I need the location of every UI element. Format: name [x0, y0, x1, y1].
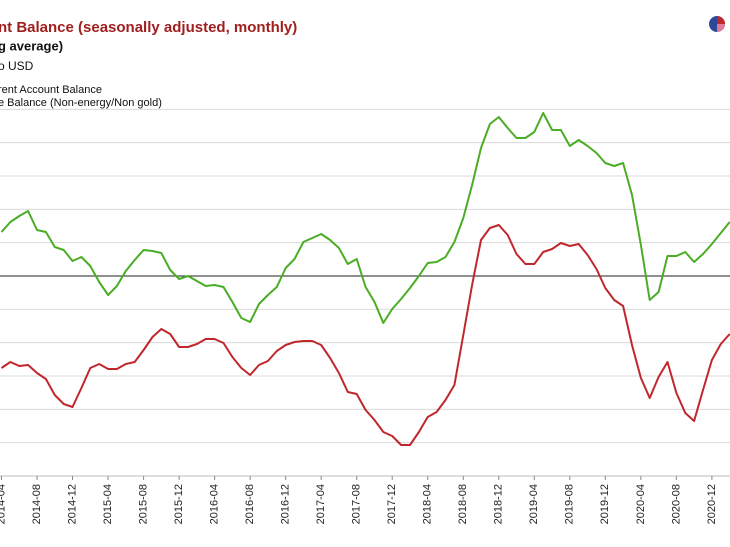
series-line [0, 224, 730, 446]
x-tick-label: 2017-08 [351, 484, 363, 524]
x-tick-label: 2018-12 [493, 484, 505, 524]
x-tick-label: 2014-08 [31, 484, 43, 524]
x-tick-label: 2015-08 [137, 484, 149, 524]
legend-label: e Balance (Non-energy/Non gold) [0, 97, 162, 109]
series-line [0, 112, 730, 324]
unit-label: o USD [0, 59, 34, 73]
x-tick-label: 2019-12 [599, 484, 611, 524]
x-tick-label: 2019-08 [564, 484, 576, 524]
logo [709, 16, 725, 32]
x-tick-label: 2015-04 [102, 484, 114, 524]
x-tick-label: 2018-04 [422, 484, 434, 524]
x-tick-label: 2020-12 [706, 484, 718, 524]
legend-label: rent Account Balance [0, 84, 102, 96]
x-tick-label: 2014-12 [66, 484, 78, 524]
x-tick-label: 2016-12 [280, 484, 292, 524]
x-tick-label: 2016-04 [209, 484, 221, 524]
x-tick-label: 2016-08 [244, 484, 256, 524]
x-tick-label: 2020-08 [670, 484, 682, 524]
x-tick-label: 2017-12 [386, 484, 398, 524]
chart-title: nt Balance (seasonally adjusted, monthly… [0, 19, 297, 36]
chart-subtitle: g average) [0, 38, 63, 53]
x-tick-label: 2020-04 [635, 484, 647, 524]
x-tick-label: 2017-04 [315, 484, 327, 524]
x-tick-label: 2018-08 [457, 484, 469, 524]
x-tick-label: 2019-04 [528, 484, 540, 524]
x-tick-label: 2014-04 [0, 484, 7, 524]
x-tick-label: 2015-12 [173, 484, 185, 524]
